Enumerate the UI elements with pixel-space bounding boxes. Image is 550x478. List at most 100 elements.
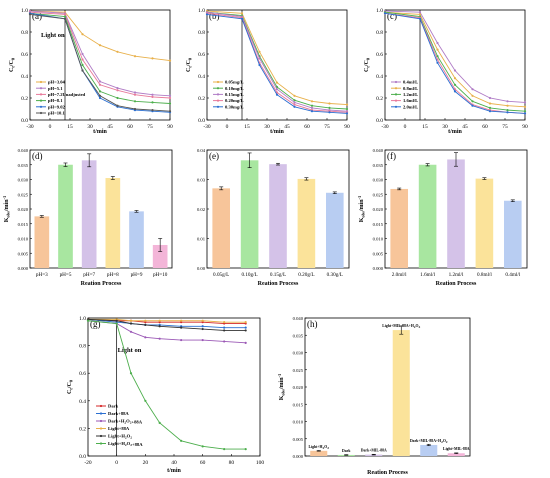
- panel-b-series-2-point: [258, 57, 261, 60]
- panel-g-legend-marker-2: [99, 419, 103, 423]
- panel-b-legend-marker-1: [216, 87, 220, 90]
- panel-b-series-1-point: [328, 106, 331, 109]
- panel-d-bar-5: [152, 244, 168, 268]
- panel-a-ytick-label: 0.4: [21, 74, 28, 80]
- panel-c-frame: [384, 9, 526, 121]
- panel-a-series-4-point: [98, 96, 102, 100]
- panel-a-series-2-point: [116, 89, 119, 92]
- panel-c-series-1-point: [436, 48, 439, 51]
- panel-a-series-5-point: [63, 17, 67, 20]
- panel-a-series-5-point: [151, 109, 154, 112]
- panel-g-series-2-point: [158, 337, 161, 340]
- panel-h-bar-label-4: Dark+MIL-88A+H2O2: [410, 439, 448, 444]
- panel-h-ytick-label: 0.040: [293, 316, 304, 321]
- panel-g-series-3-point: [201, 319, 204, 322]
- panel-h-ytick-label: 0.005: [293, 437, 304, 442]
- panel-c-series-2-point: [436, 55, 439, 58]
- panel-a-series-2-point: [98, 83, 102, 86]
- panel-c-series-4-point: [506, 111, 509, 114]
- panel-b-xtick-label: 0: [226, 124, 229, 130]
- panel-a-series-2-point: [168, 96, 172, 100]
- panel-d-xtick-label-1: pH=5: [60, 272, 72, 278]
- panel-b-series-0-line: [206, 10, 348, 106]
- panel-a-ytick-label: 0.6: [21, 52, 28, 58]
- panel-a-series-0-point: [151, 57, 154, 60]
- panel-b-series-0-point: [328, 102, 331, 105]
- panel-g-xtick-label: 20: [143, 460, 149, 466]
- panel-a-xtick-label: 90: [167, 124, 173, 130]
- panel-e-bar-2: [269, 164, 287, 268]
- panel-d-bar-2: [81, 160, 97, 268]
- panel-g-series-5-point: [223, 448, 226, 451]
- panel-b-series-0-point: [345, 103, 349, 106]
- panel-g-legend-label-4: Light+H2O2: [108, 434, 132, 440]
- panel-g-legend-marker-3: [99, 427, 103, 430]
- panel-h-bar-4: [420, 444, 438, 456]
- panel-a-series-0-point: [116, 50, 119, 53]
- panel-c-series-0-point: [453, 69, 457, 72]
- panel-g-ytick-label: 0.0: [79, 454, 86, 460]
- panel-h-ytick-label: 0.035: [293, 333, 304, 338]
- panel-a-xtick-label: 75: [147, 124, 153, 130]
- panel-c-series-4-point: [383, 12, 387, 15]
- panel-e-xtick-label-2: 0.15g/L: [270, 272, 286, 278]
- panel-g-series-1-point: [201, 325, 204, 328]
- panel-f-xtick-label-0: 2.0ml/l: [392, 272, 407, 278]
- panel-c-series-2-point: [453, 83, 457, 86]
- panel-f-ytick-label: 0.030: [373, 178, 384, 183]
- panel-b-series-3-point: [293, 103, 296, 106]
- panel-g-series-4-point: [158, 325, 161, 328]
- panel-g-xlabel: t/min: [167, 468, 181, 474]
- panel-a-series-1-point: [116, 87, 119, 90]
- panel-a-series-3-point: [151, 101, 154, 104]
- panel-g-series-4-point: [115, 319, 118, 322]
- panel-a-series-5-point: [168, 110, 172, 113]
- panel-g-xtick-label: 100: [256, 460, 265, 466]
- panel-a-series-2-line: [29, 11, 171, 99]
- panel-g-series-3-point: [180, 319, 183, 322]
- panel-d-ylabel: Kobs/min-1: [2, 195, 11, 222]
- panel-h-xlabel: Reation Process: [367, 470, 408, 476]
- panel-a-ytick-label: 0.8: [21, 30, 28, 36]
- panel-a-xtick-label: 60: [127, 124, 133, 130]
- panel-b-series-0-point: [258, 50, 261, 53]
- panel-e-xtick-label-4: 0.30g/L: [327, 272, 343, 278]
- panel-g-series-3-point: [158, 319, 161, 322]
- panel-d-bar-0: [34, 216, 50, 268]
- panel-h-bar-0: [310, 450, 328, 456]
- panel-b-series-4-point: [345, 112, 349, 115]
- panel-a-legend-marker-5: [39, 111, 43, 115]
- panel-g: (g) 0.0 0.2 0.4 0.6 0.8 1.0 -20 0 20 40 60 80 100 Ligh…: [79, 316, 264, 474]
- panel-a-series-3-point: [133, 100, 137, 103]
- panel-b-series-2-point: [310, 106, 314, 109]
- panel-a-legend-label-0: pH=3.04: [48, 80, 65, 85]
- panel-f-bar-0: [390, 188, 409, 268]
- panel-e-xtick-label-3: 0.20g/L: [298, 272, 314, 278]
- panel-g-series-3-point: [144, 319, 147, 322]
- panel-c-ytick-label: 0.6: [376, 52, 383, 58]
- panel-d-ytick-label: 0.035: [18, 163, 29, 168]
- panel-c-series-2-point: [488, 106, 492, 109]
- panel-b-series-0-point: [275, 81, 279, 84]
- panel-g-series-4-point: [244, 329, 247, 332]
- panel-b-xtick-label: 30: [264, 124, 270, 130]
- panel-a-legend-marker-1: [39, 87, 43, 90]
- panel-d-ytick-label: 0.005: [18, 251, 29, 256]
- panel-a-xtick-label: -30: [26, 124, 34, 130]
- panel-a-ytick-label: 0.2: [21, 96, 28, 102]
- panel-c-series-4-line: [384, 12, 526, 114]
- panel-g-legend-label-3: Light+88A: [108, 426, 130, 431]
- panel-h: (h) 0.000 0.005 0.010 0.015 0.020 0.025 0.030 0.…: [293, 316, 471, 476]
- panel-g-series-3-point: [129, 319, 133, 322]
- panel-c-legend-marker-1: [394, 87, 398, 90]
- panel-a-series-3-point: [63, 15, 67, 18]
- panel-b-legend-marker-4: [216, 105, 220, 108]
- panel-g-series-5-point: [158, 421, 161, 424]
- panel-g-xtick-label: 80: [229, 460, 235, 466]
- panel-a-series-5-point: [28, 13, 32, 16]
- panel-h-ylabel: Kobs/min-1: [277, 373, 286, 400]
- panel-c-series-1-point: [471, 94, 474, 97]
- panel-b-series-3-line: [206, 12, 348, 113]
- panel-a-series-5-point: [116, 104, 119, 107]
